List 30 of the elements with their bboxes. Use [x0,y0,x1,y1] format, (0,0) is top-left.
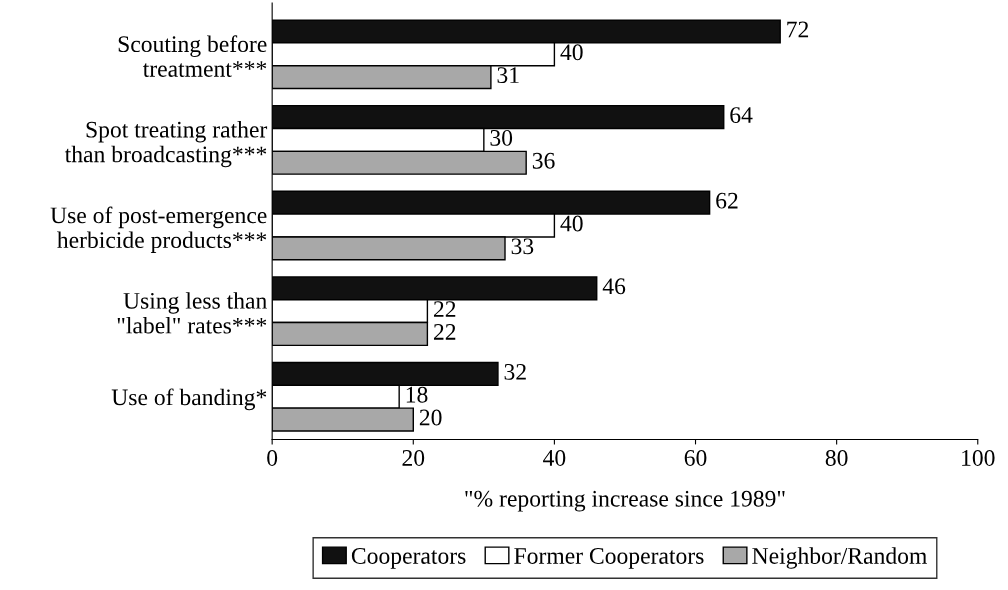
x-tick-label: 100 [962,449,995,466]
data-label: 20 [419,409,442,426]
data-label: 30 [490,129,513,146]
data-label: 40 [560,44,583,61]
y-tick-label: Scouting before treatment*** [118,35,267,77]
y-tick-label: Use of banding* [111,388,267,411]
data-label: 36 [532,152,555,169]
data-label: 22 [433,301,456,317]
y-tick-label: Using less than "label" rates*** [117,292,267,334]
legend-label: Former Cooperators [514,548,704,569]
data-label: 62 [716,192,738,209]
data-label: 33 [511,238,534,255]
data-label: 64 [730,107,753,123]
y-tick-label: Spot treating rather than broadcasting*** [64,120,268,168]
x-tick-label: 60 [684,449,707,466]
legend-label: Cooperators [351,548,466,569]
data-label: 40 [560,215,583,232]
data-label: 46 [602,278,626,295]
x-tick-label: 0 [267,449,278,466]
x-tick-label: 20 [402,449,425,466]
y-tick-label: Use of post-emergence herbicide products*** [50,206,267,253]
x-tick-label: 80 [825,449,848,466]
data-label: 18 [406,386,428,403]
legend-label: Neighbor/Random [752,547,927,569]
data-label: 32 [504,363,526,380]
x-axis-title: "% reporting increase since 1989" [465,490,785,512]
data-label: 72 [787,21,809,38]
x-tick-label: 40 [543,449,566,466]
data-label: 31 [497,67,519,84]
data-label: 22 [433,324,456,340]
